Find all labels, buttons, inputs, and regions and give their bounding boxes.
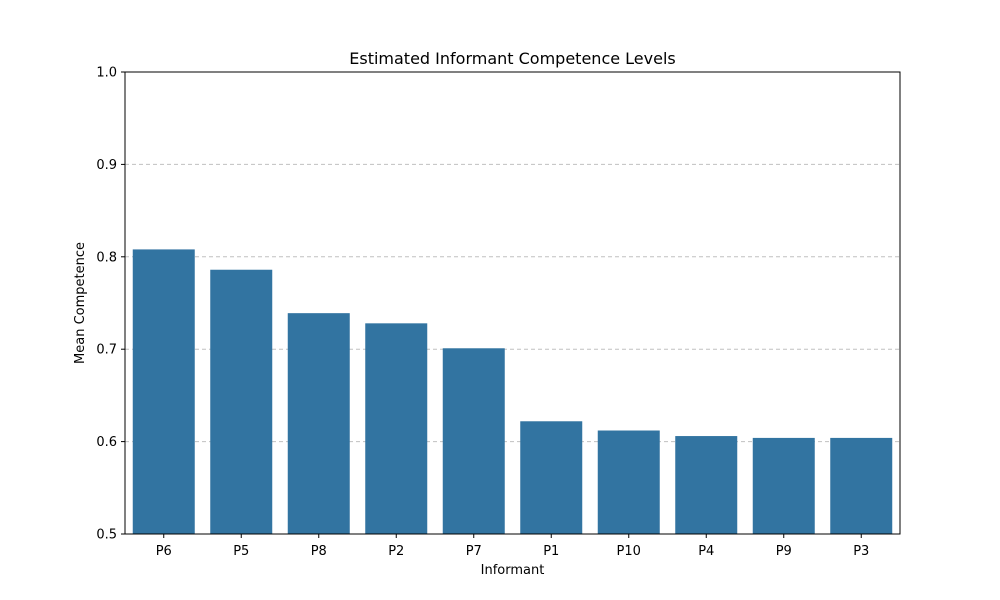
x-tick-label-P1: P1 <box>543 544 559 559</box>
x-tick-label-P8: P8 <box>311 544 327 559</box>
bar-P10 <box>597 430 660 534</box>
y-tick-label: 0.9 <box>96 158 117 173</box>
y-tick-label: 0.6 <box>96 435 117 450</box>
y-tick-label: 0.5 <box>96 528 117 543</box>
x-tick-label-P5: P5 <box>233 544 249 559</box>
bar-P9 <box>752 437 815 534</box>
x-tick-label-P2: P2 <box>388 544 404 559</box>
x-tick-label-P3: P3 <box>853 544 869 559</box>
x-tick-label-P10: P10 <box>617 544 641 559</box>
y-tick-label: 0.7 <box>96 343 117 358</box>
bar-P8 <box>287 313 350 534</box>
x-axis-label: Informant <box>481 563 545 578</box>
bar-P2 <box>365 323 428 534</box>
y-axis-label: Mean Competence <box>73 242 88 364</box>
x-tick-label-P7: P7 <box>466 544 482 559</box>
bars <box>132 249 893 534</box>
bar-P4 <box>675 436 738 534</box>
bar-P7 <box>442 348 505 534</box>
plot-area-frame <box>124 71 901 535</box>
bar-P1 <box>520 421 583 534</box>
x-tick-label-P4: P4 <box>698 544 714 559</box>
bar-P6 <box>132 249 195 534</box>
chart-title: Estimated Informant Competence Levels <box>349 49 675 68</box>
y-tick-label: 0.8 <box>96 250 117 265</box>
y-axis-ticks: 0.5 0.6 0.7 0.8 0.9 1.0 <box>96 66 125 543</box>
x-tick-label-P9: P9 <box>776 544 792 559</box>
bar-P3 <box>830 437 893 534</box>
y-tick-label: 1.0 <box>96 66 117 81</box>
x-axis-ticks: P6 P5 P8 P2 P7 P1 P10 P4 P9 P3 <box>156 534 869 559</box>
x-tick-label-P6: P6 <box>156 544 172 559</box>
bar-P5 <box>210 269 273 534</box>
